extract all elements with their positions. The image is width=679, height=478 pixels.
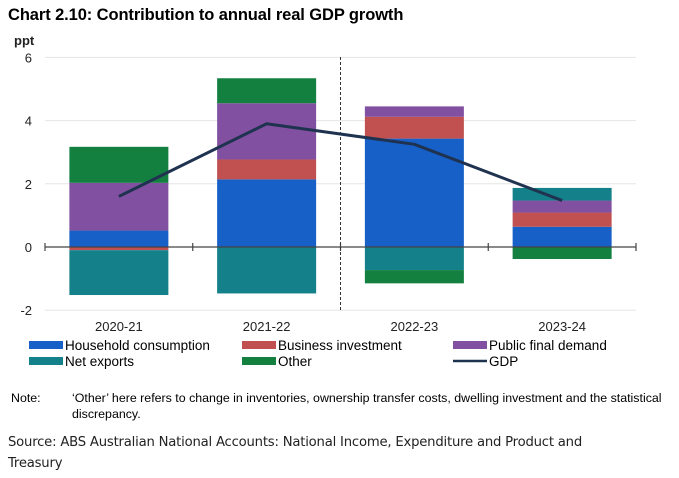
y-axis-label: ppt: [14, 33, 35, 48]
bar-other: [217, 78, 317, 104]
bar-household-consumption: [512, 226, 612, 247]
legend-item: GDP: [453, 354, 518, 369]
bar-public-final-demand: [512, 200, 612, 213]
chart-title: Chart 2.10: Contribution to annual real …: [8, 6, 404, 24]
x-tick-label: 2020-21: [95, 319, 143, 334]
legend-item: Other: [242, 354, 312, 369]
legend-label: Business investment: [278, 338, 402, 353]
bar-net-exports: [364, 247, 464, 271]
legend-item: Public final demand: [453, 338, 607, 353]
legend-swatch: [242, 341, 276, 349]
legend-label: Net exports: [65, 354, 134, 369]
bar-public-final-demand: [364, 106, 464, 117]
gdp-line: [118, 122, 563, 202]
bar-other: [364, 270, 464, 284]
y-tick-label: 6: [25, 50, 32, 65]
legend-item: Net exports: [29, 354, 134, 369]
y-tick-label: 0: [25, 240, 32, 255]
bar-business-investment: [217, 159, 317, 180]
legend-swatch: [29, 341, 63, 349]
legend-label: Other: [278, 354, 312, 369]
y-tick-label: -2: [20, 303, 32, 318]
chart-source: Source: ABS Australian National Accounts…: [8, 435, 583, 471]
x-tick-label: 2021-22: [243, 319, 291, 334]
bar-household-consumption: [217, 179, 317, 247]
legend-label: Household consumption: [65, 338, 210, 353]
legend-swatch: [29, 357, 63, 365]
chart-area: ppt -2 0 2 4 6 2020-21 2021-22 2022-23 2023-24 Ho…: [14, 33, 637, 369]
bar-public-final-demand: [217, 103, 317, 160]
legend-label: GDP: [489, 354, 518, 369]
y-tick-label: 2: [25, 177, 32, 192]
bar-public-final-demand: [69, 182, 169, 231]
note-text: ‘Other’ here refers to change in invento…: [72, 391, 662, 421]
bar-net-exports: [217, 247, 317, 294]
bar-net-exports: [69, 250, 169, 296]
legend-swatch: [242, 357, 276, 365]
bar-net-exports: [512, 187, 612, 201]
legend-swatch: [453, 341, 487, 349]
bar-household-consumption: [69, 230, 169, 247]
x-tick-label: 2022-23: [391, 319, 439, 334]
bar-household-consumption: [364, 138, 464, 247]
legend-item: Household consumption: [29, 338, 210, 353]
bar-other: [512, 247, 612, 260]
bar-business-investment: [512, 212, 612, 227]
x-tick-label: 2023-24: [538, 319, 586, 334]
note-label: Note:: [11, 391, 41, 405]
bar-business-investment: [364, 116, 464, 139]
bar-other: [69, 146, 169, 183]
legend-label: Public final demand: [489, 338, 607, 353]
y-tick-label: 4: [25, 114, 32, 129]
bar-business-investment: [69, 247, 169, 251]
legend-item: Business investment: [242, 338, 402, 353]
